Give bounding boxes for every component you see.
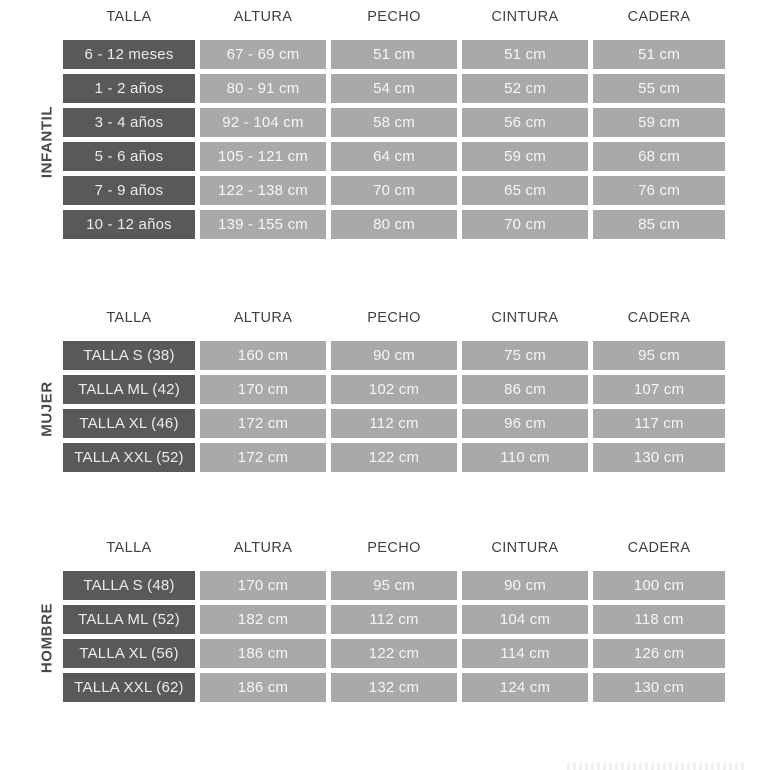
pecho-cell: 95 cm xyxy=(331,571,457,600)
pecho-cell: 122 cm xyxy=(331,639,457,668)
column-header-talla: TALLA xyxy=(106,540,152,556)
altura-cell: 172 cm xyxy=(200,409,326,438)
altura-cell: 139 - 155 cm xyxy=(200,210,326,239)
talla-cell: TALLA XXL (52) xyxy=(63,443,195,472)
cadera-cell: 130 cm xyxy=(593,443,725,472)
column-header-altura: ALTURA xyxy=(233,310,293,326)
cintura-cell: 90 cm xyxy=(462,571,588,600)
pecho-cell: 70 cm xyxy=(331,176,457,205)
cadera-cell: 85 cm xyxy=(593,210,725,239)
cintura-cell: 96 cm xyxy=(462,409,588,438)
pecho-cell: 80 cm xyxy=(331,210,457,239)
pecho-cell: 58 cm xyxy=(331,108,457,137)
cintura-cell: 114 cm xyxy=(462,639,588,668)
group-label-hombre: HOMBRE xyxy=(38,602,56,674)
column-header-altura: ALTURA xyxy=(233,540,293,556)
talla-cell: 3 - 4 años xyxy=(63,108,195,137)
talla-cell: TALLA ML (42) xyxy=(63,375,195,404)
talla-cell: TALLA ML (52) xyxy=(63,605,195,634)
group-label-mujer: MUJER xyxy=(38,381,56,437)
cintura-cell: 52 cm xyxy=(462,74,588,103)
cintura-cell: 110 cm xyxy=(462,443,588,472)
pecho-cell: 132 cm xyxy=(331,673,457,702)
group-label-infantil: INFANTIL xyxy=(38,105,56,179)
talla-cell: 10 - 12 años xyxy=(63,210,195,239)
altura-cell: 67 - 69 cm xyxy=(200,40,326,69)
altura-cell: 182 cm xyxy=(200,605,326,634)
talla-cell: 1 - 2 años xyxy=(63,74,195,103)
table-body: TALLA S (38) 160 cm 90 cm 75 cm 95 cm TA… xyxy=(63,341,725,472)
column-header-cintura: CINTURA xyxy=(491,9,559,25)
cintura-cell: 56 cm xyxy=(462,108,588,137)
cintura-cell: 65 cm xyxy=(462,176,588,205)
pecho-cell: 90 cm xyxy=(331,341,457,370)
cintura-cell: 104 cm xyxy=(462,605,588,634)
altura-cell: 105 - 121 cm xyxy=(200,142,326,171)
column-header-talla: TALLA xyxy=(106,9,152,25)
cintura-cell: 86 cm xyxy=(462,375,588,404)
table-header-row: TALLA ALTURA PECHO CINTURA CADERA xyxy=(63,306,725,330)
cadera-cell: 51 cm xyxy=(593,40,725,69)
altura-cell: 170 cm xyxy=(200,375,326,404)
cadera-cell: 117 cm xyxy=(593,409,725,438)
talla-cell: TALLA S (38) xyxy=(63,341,195,370)
cintura-cell: 51 cm xyxy=(462,40,588,69)
size-table-mujer: TALLA ALTURA PECHO CINTURA CADERA TALLA … xyxy=(63,306,725,472)
cadera-cell: 107 cm xyxy=(593,375,725,404)
column-header-pecho: PECHO xyxy=(367,9,421,25)
cadera-cell: 68 cm xyxy=(593,142,725,171)
altura-cell: 80 - 91 cm xyxy=(200,74,326,103)
talla-cell: TALLA XXL (62) xyxy=(63,673,195,702)
cadera-cell: 76 cm xyxy=(593,176,725,205)
table-header-row: TALLA ALTURA PECHO CINTURA CADERA xyxy=(63,536,725,560)
altura-cell: 160 cm xyxy=(200,341,326,370)
cadera-cell: 55 cm xyxy=(593,74,725,103)
column-header-pecho: PECHO xyxy=(367,310,421,326)
size-table-infantil: TALLA ALTURA PECHO CINTURA CADERA 6 - 12… xyxy=(63,5,725,239)
column-header-cintura: CINTURA xyxy=(491,310,559,326)
table-body: 6 - 12 meses 67 - 69 cm 51 cm 51 cm 51 c… xyxy=(63,40,725,239)
pecho-cell: 54 cm xyxy=(331,74,457,103)
column-header-talla: TALLA xyxy=(106,310,152,326)
talla-cell: TALLA XL (46) xyxy=(63,409,195,438)
altura-cell: 186 cm xyxy=(200,639,326,668)
cadera-cell: 126 cm xyxy=(593,639,725,668)
size-table-hombre: TALLA ALTURA PECHO CINTURA CADERA TALLA … xyxy=(63,536,725,702)
column-header-cadera: CADERA xyxy=(627,540,691,556)
cintura-cell: 70 cm xyxy=(462,210,588,239)
column-header-pecho: PECHO xyxy=(367,540,421,556)
column-header-cadera: CADERA xyxy=(627,310,691,326)
altura-cell: 172 cm xyxy=(200,443,326,472)
column-header-cadera: CADERA xyxy=(627,9,691,25)
altura-cell: 122 - 138 cm xyxy=(200,176,326,205)
talla-cell: TALLA S (48) xyxy=(63,571,195,600)
column-header-altura: ALTURA xyxy=(233,9,293,25)
altura-cell: 186 cm xyxy=(200,673,326,702)
cintura-cell: 75 cm xyxy=(462,341,588,370)
altura-cell: 170 cm xyxy=(200,571,326,600)
talla-cell: 5 - 6 años xyxy=(63,142,195,171)
table-body: TALLA S (48) 170 cm 95 cm 90 cm 100 cm T… xyxy=(63,571,725,702)
pecho-cell: 112 cm xyxy=(331,605,457,634)
cadera-cell: 130 cm xyxy=(593,673,725,702)
talla-cell: 7 - 9 años xyxy=(63,176,195,205)
pecho-cell: 112 cm xyxy=(331,409,457,438)
cintura-cell: 59 cm xyxy=(462,142,588,171)
cadera-cell: 118 cm xyxy=(593,605,725,634)
table-header-row: TALLA ALTURA PECHO CINTURA CADERA xyxy=(63,5,725,29)
pecho-cell: 102 cm xyxy=(331,375,457,404)
cintura-cell: 124 cm xyxy=(462,673,588,702)
cadera-cell: 100 cm xyxy=(593,571,725,600)
pecho-cell: 64 cm xyxy=(331,142,457,171)
talla-cell: 6 - 12 meses xyxy=(63,40,195,69)
faint-watermark xyxy=(567,763,745,770)
talla-cell: TALLA XL (56) xyxy=(63,639,195,668)
column-header-cintura: CINTURA xyxy=(491,540,559,556)
pecho-cell: 122 cm xyxy=(331,443,457,472)
pecho-cell: 51 cm xyxy=(331,40,457,69)
cadera-cell: 59 cm xyxy=(593,108,725,137)
cadera-cell: 95 cm xyxy=(593,341,725,370)
altura-cell: 92 - 104 cm xyxy=(200,108,326,137)
